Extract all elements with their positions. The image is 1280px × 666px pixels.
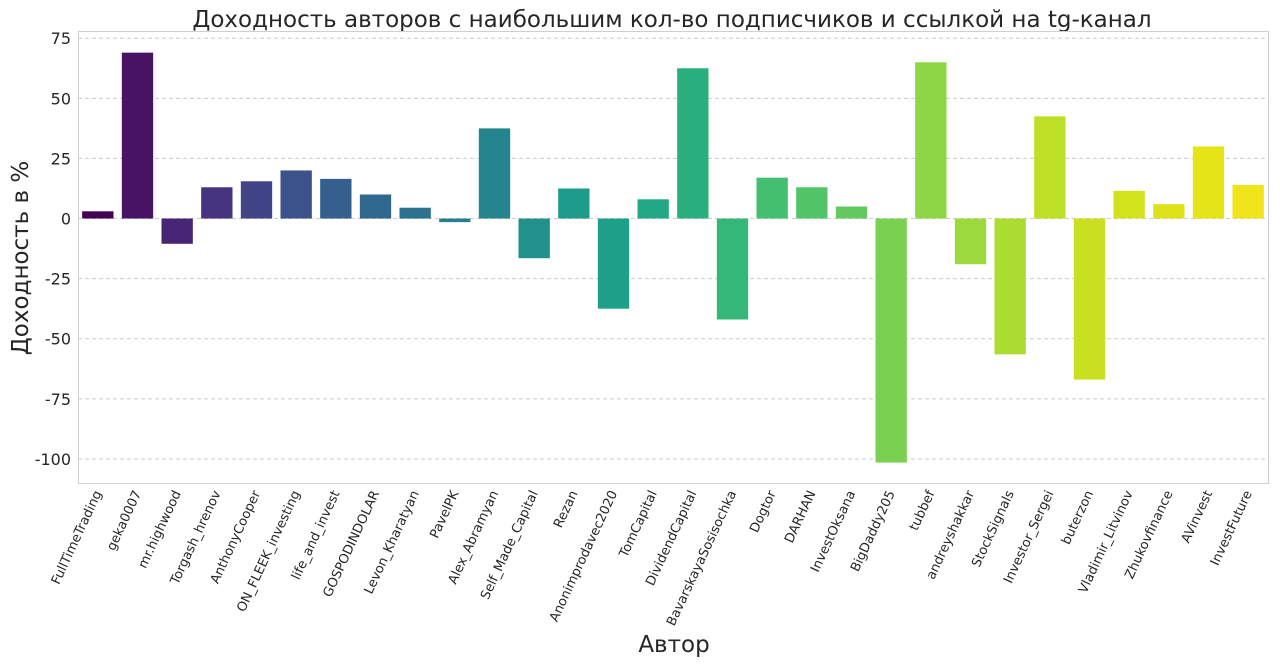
y-tick-label: -75: [45, 390, 71, 409]
x-tick-label: BavarskayaSosisochka: [664, 488, 740, 628]
bar: [677, 68, 709, 219]
plot-frame: [78, 31, 1269, 484]
bar: [637, 199, 669, 219]
bar: [835, 206, 868, 219]
bar: [161, 218, 193, 244]
x-tick-label: Rezan: [551, 488, 581, 530]
bar: [439, 218, 471, 223]
bar: [518, 218, 550, 259]
y-tick-label: 25: [51, 149, 71, 168]
bar: [558, 188, 590, 219]
bar: [756, 177, 788, 219]
bar: [994, 218, 1026, 355]
x-tick-label: buterzon: [1059, 488, 1097, 547]
x-tick-label: PavelPK: [427, 488, 462, 541]
bar: [359, 194, 392, 219]
bar: [1073, 218, 1106, 380]
x-tick-label: AVinvest: [1179, 488, 1216, 545]
y-tick-label: 50: [51, 89, 71, 108]
y-tick-label: -100: [35, 450, 71, 469]
y-tick-label: 75: [51, 29, 71, 48]
bar: [597, 218, 630, 309]
bar: [875, 218, 907, 463]
y-tick-label: -25: [45, 270, 71, 289]
gridlines: [78, 37, 1268, 460]
bar: [201, 187, 233, 219]
bars: [82, 52, 1264, 463]
y-axis-ticks: 75 50 25 0 -25 -50 -75 -100: [35, 29, 71, 469]
x-tick-label: TomCapital: [616, 488, 660, 560]
bar: [399, 207, 431, 219]
bar: [240, 181, 273, 219]
x-axis-ticks: FullTimeTradinggeka0007mr.highwoodTorgas…: [49, 488, 1256, 629]
bar: [954, 218, 987, 265]
x-tick-label: FullTimeTrading: [49, 488, 106, 587]
bar: [121, 52, 154, 219]
x-tick-label: Dogtor: [747, 488, 780, 535]
y-axis-title: Доходность в %: [8, 161, 34, 355]
bar: [1192, 146, 1225, 219]
bar: [1153, 204, 1185, 219]
bar: [1232, 184, 1264, 219]
x-axis-title: Автор: [638, 632, 709, 658]
bar: [1113, 190, 1145, 219]
bar: [796, 187, 828, 219]
y-tick-label: -50: [45, 330, 71, 349]
x-tick-label: DARHAN: [782, 488, 819, 545]
bar: [320, 178, 352, 219]
x-tick-label: InvestFuture: [1208, 488, 1256, 568]
x-tick-label: geka0007: [104, 488, 145, 553]
bar: [280, 170, 312, 219]
chart-title: Доходность авторов с наибольшим кол-во п…: [192, 7, 1151, 33]
bar: [716, 218, 749, 320]
bar: [1034, 116, 1066, 219]
bar: [478, 128, 511, 219]
bar: [82, 211, 114, 219]
y-tick-label: 0: [61, 210, 71, 229]
bar: [915, 62, 947, 219]
x-tick-label: tubbef: [907, 488, 939, 533]
